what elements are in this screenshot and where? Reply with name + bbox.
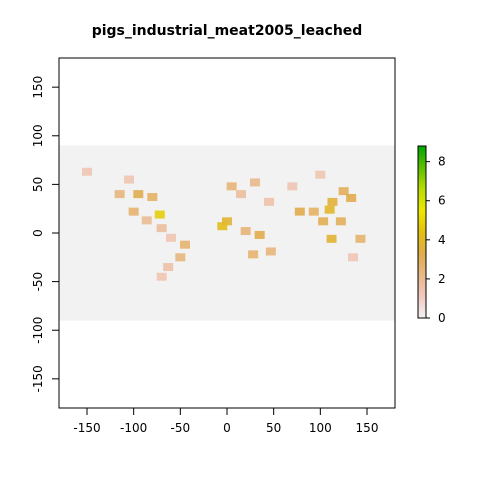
raster-cell — [154, 210, 165, 219]
x-tick-label: 0 — [223, 421, 231, 435]
x-tick-label: 150 — [356, 421, 379, 435]
x-tick-label: -100 — [120, 421, 147, 435]
raster-cell — [236, 190, 246, 199]
raster-cell — [114, 190, 125, 199]
raster-cell — [124, 175, 134, 184]
legend: 0 2 4 6 8 — [417, 145, 446, 325]
raster-cell — [287, 182, 298, 191]
y-tick-label: 50 — [31, 177, 45, 192]
raster-cell — [180, 240, 190, 249]
legend-tick-label: 0 — [438, 311, 446, 325]
legend-tick-label: 6 — [438, 194, 446, 208]
raster-cell — [326, 234, 337, 243]
raster-cell — [226, 182, 237, 191]
raster-cell — [222, 217, 232, 226]
raster-cell — [156, 224, 167, 233]
y-tick-label: -100 — [31, 317, 45, 344]
y-tick-label: 100 — [31, 124, 45, 147]
raster-cell — [128, 207, 139, 216]
x-axis: -150 -100 -50 0 50 100 150 — [73, 407, 379, 435]
raster-cells — [82, 167, 366, 281]
raster-cell — [346, 194, 357, 202]
raster-cell — [175, 253, 186, 262]
raster-cell — [166, 233, 176, 242]
x-tick-label: -150 — [73, 421, 100, 435]
raster-cell — [250, 178, 260, 187]
raster-cell — [156, 272, 167, 281]
raster-cell — [308, 207, 319, 216]
raster-cell — [294, 207, 305, 216]
x-tick-label: 100 — [309, 421, 332, 435]
y-tick-label: 0 — [31, 229, 45, 237]
y-tick-label: -150 — [31, 365, 45, 392]
y-tick-label: 150 — [31, 76, 45, 99]
raster-cell — [254, 230, 265, 239]
raster-cell — [327, 197, 338, 206]
raster-cell — [82, 167, 92, 176]
y-tick-label: -50 — [31, 272, 45, 292]
legend-color-bar — [417, 145, 427, 319]
raster-cell — [318, 217, 329, 226]
y-axis: -150 -100 -50 0 50 100 150 — [31, 76, 60, 392]
raster-cell — [265, 247, 276, 256]
raster-cell — [324, 205, 335, 214]
raster-cell — [141, 216, 152, 225]
raster-cell — [338, 187, 349, 196]
raster-cell — [248, 250, 259, 259]
raster-cell — [217, 222, 228, 231]
legend-tick-label: 4 — [438, 233, 446, 247]
raster-cell — [355, 234, 366, 243]
legend-tick-label: 2 — [438, 272, 446, 286]
raster-cell — [264, 197, 274, 206]
x-tick-label: 50 — [266, 421, 281, 435]
raster-cell — [147, 193, 158, 202]
raster-cell — [133, 190, 144, 199]
raster-cell — [335, 217, 346, 226]
raster-cell — [163, 263, 174, 272]
raster-extent — [59, 145, 395, 321]
x-tick-label: -50 — [171, 421, 191, 435]
raster-cell — [348, 253, 358, 262]
chart-title: pigs_industrial_meat2005_leached — [92, 23, 363, 39]
raster-cell — [315, 170, 326, 179]
legend-tick-label: 8 — [438, 155, 446, 169]
raster-cell — [240, 227, 251, 236]
